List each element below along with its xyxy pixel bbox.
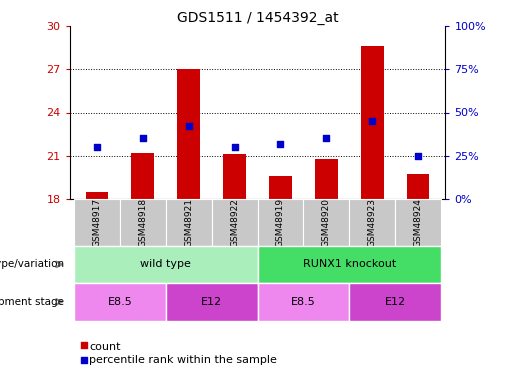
Bar: [166, 199, 212, 246]
Bar: [74, 246, 258, 283]
Text: GSM48918: GSM48918: [139, 198, 147, 247]
Text: GSM48921: GSM48921: [184, 198, 193, 247]
Bar: [395, 199, 441, 246]
Text: GSM48923: GSM48923: [368, 198, 376, 247]
Bar: [223, 154, 246, 199]
Text: count: count: [89, 342, 121, 352]
Bar: [349, 283, 441, 321]
Bar: [120, 199, 166, 246]
Bar: [74, 283, 166, 321]
Bar: [166, 283, 258, 321]
Text: E12: E12: [385, 297, 406, 307]
Text: E8.5: E8.5: [108, 297, 132, 307]
Bar: [349, 199, 395, 246]
Text: GSM48920: GSM48920: [322, 198, 331, 247]
Bar: [360, 46, 384, 199]
Bar: [258, 283, 349, 321]
Text: E8.5: E8.5: [291, 297, 316, 307]
Text: genotype/variation: genotype/variation: [0, 260, 64, 269]
Text: GSM48922: GSM48922: [230, 198, 239, 247]
Text: E12: E12: [201, 297, 222, 307]
Text: wild type: wild type: [141, 260, 191, 269]
Point: [414, 153, 422, 159]
Text: GDS1511 / 1454392_at: GDS1511 / 1454392_at: [177, 11, 338, 25]
Bar: [303, 199, 349, 246]
Point: [115, 281, 123, 287]
Bar: [212, 199, 258, 246]
Bar: [258, 199, 303, 246]
Point: [230, 144, 238, 150]
Point: [277, 141, 285, 147]
Point: [139, 135, 147, 141]
Bar: [85, 192, 109, 199]
Bar: [269, 176, 292, 199]
Text: RUNX1 knockout: RUNX1 knockout: [303, 260, 396, 269]
Bar: [177, 69, 200, 199]
Text: GSM48924: GSM48924: [414, 198, 422, 247]
Bar: [406, 174, 430, 199]
Point: [115, 145, 123, 151]
Bar: [315, 159, 338, 199]
Bar: [258, 246, 441, 283]
Text: GSM48917: GSM48917: [93, 198, 101, 247]
Text: development stage: development stage: [0, 297, 64, 307]
Bar: [131, 153, 154, 199]
Text: GSM48919: GSM48919: [276, 198, 285, 247]
Point: [322, 135, 331, 141]
Text: percentile rank within the sample: percentile rank within the sample: [89, 355, 277, 365]
Point: [93, 144, 101, 150]
Bar: [74, 199, 120, 246]
Point: [368, 118, 376, 124]
Point: [184, 123, 193, 129]
